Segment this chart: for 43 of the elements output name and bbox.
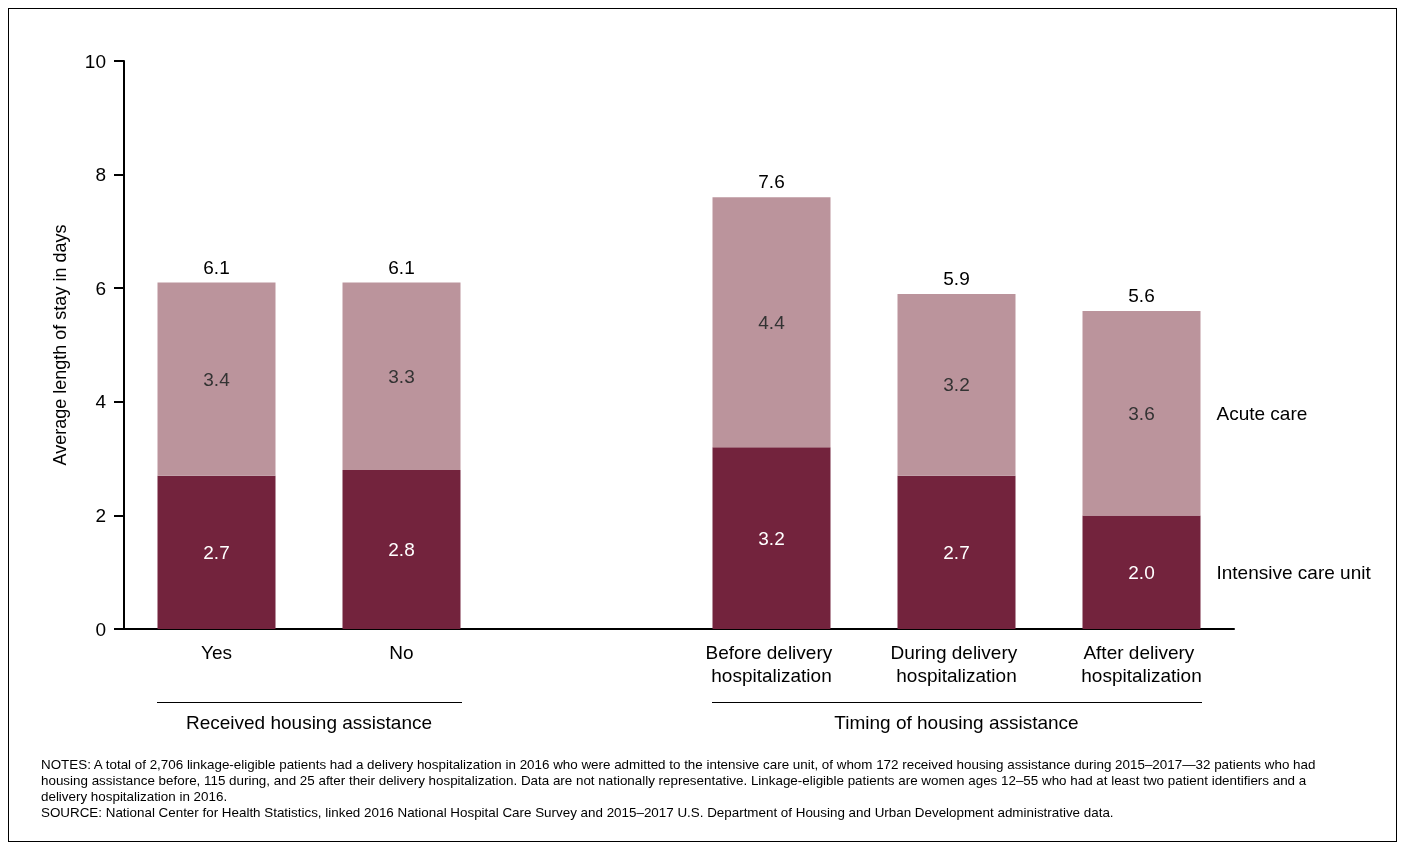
data-label: 3.2 — [758, 527, 785, 549]
x-tick-label: No — [389, 642, 414, 663]
data-label: 3.6 — [1128, 402, 1155, 424]
bar — [1082, 310, 1201, 516]
series-label: Acute care — [1216, 402, 1308, 424]
text: Timing of housing assistance — [833, 712, 1080, 734]
bar — [157, 475, 276, 629]
data-label: 3.4 — [203, 368, 231, 390]
total-label: 6.1 — [388, 256, 415, 278]
bar — [897, 475, 1016, 629]
source-note: SOURCE: National Center for Health Statistics, linked 2016 National Hospital Care Survey and 2015–2017 U.S. Department of Housing and Urban Development administrative data. — [41, 805, 1115, 821]
x-tick-label: Before delivery hospitalization — [705, 642, 838, 686]
bar — [342, 282, 461, 470]
y-tick-label: 4 — [95, 391, 107, 413]
series-label: Intensive care unit — [1216, 561, 1372, 583]
x-tick-label: Yes — [201, 642, 232, 663]
total-label: 7.6 — [758, 171, 785, 193]
bar — [342, 469, 461, 629]
data-label: 3.2 — [943, 374, 970, 396]
y-tick-label: 0 — [95, 618, 106, 640]
y-tick-label: 2 — [95, 504, 106, 526]
data-label: 2.0 — [1128, 561, 1155, 583]
bar — [897, 293, 1016, 476]
data-label: 2.8 — [388, 538, 415, 560]
data-label: 4.4 — [758, 311, 786, 333]
data-label: 2.7 — [943, 541, 970, 563]
x-tick-label: During delivery hospitalization — [890, 642, 1023, 686]
data-label: 3.3 — [388, 365, 415, 387]
text: NOTES: A total of 2,706 linkage-eligible patients had a delivery hospitalization in 2016 who were admitted to the intensive care unit, of whom 172 received housing assistance during 2015–2017—32 patients who had housing assistance before, 115 during, and 25 after their delivery hospitalization. Data are not nationally representative. Linkage-eligible patients are women ages 12–55 who had at least two patient identifiers and a delivery hospitalization in 2016. — [41, 757, 1317, 805]
x-tick-label: After delivery hospitalization — [1081, 642, 1202, 686]
total-label: 5.9 — [943, 267, 970, 289]
bar — [1082, 515, 1201, 629]
y-axis-title: Average length of stay in days — [50, 224, 70, 466]
bar — [712, 197, 831, 448]
text: Received housing assistance — [184, 712, 434, 734]
y-tick-label: 6 — [95, 277, 106, 299]
y-tick-label: 8 — [95, 164, 106, 186]
total-label: 6.1 — [203, 256, 230, 278]
data-label: 2.7 — [203, 541, 230, 563]
total-label: 5.6 — [1128, 284, 1155, 306]
y-tick-label: 10 — [84, 50, 106, 72]
bar — [157, 282, 276, 476]
bar — [712, 447, 831, 629]
